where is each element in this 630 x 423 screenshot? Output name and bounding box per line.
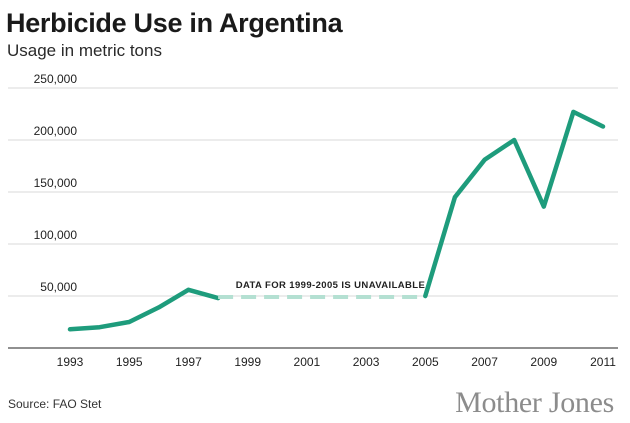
x-tick-label: 2005 (412, 355, 439, 369)
x-tick-label: 2003 (353, 355, 380, 369)
y-tick-label: 100,000 (34, 228, 78, 242)
series-line (67, 287, 221, 332)
x-tick-label: 1997 (175, 355, 202, 369)
x-tick-label: 2009 (530, 355, 557, 369)
chart-title: Herbicide Use in Argentina (6, 8, 343, 38)
brand-logo: Mother Jones (455, 386, 614, 419)
x-tick-label: 2011 (590, 355, 616, 369)
x-tick-label: 2001 (294, 355, 321, 369)
annotation-label: DATA FOR 1999-2005 IS UNAVAILABLE (236, 280, 426, 291)
series-line (423, 109, 606, 299)
y-tick-label: 200,000 (34, 124, 78, 138)
x-tick-label: 2007 (471, 355, 498, 369)
series-lines (67, 109, 606, 332)
y-tick-label: 150,000 (34, 176, 78, 190)
x-axis-tick-labels: 1993 1995 1997 1999 2001 2003 2005 2007 2009 2011 (57, 355, 617, 369)
y-tick-label: 50,000 (40, 280, 77, 294)
x-tick-label: 1995 (116, 355, 143, 369)
x-tick-label: 1993 (57, 355, 84, 369)
gridlines (8, 87, 618, 349)
source-note: Source: FAO Stet (8, 397, 102, 411)
x-tick-label: 1999 (234, 355, 261, 369)
y-tick-label: 250,000 (34, 72, 78, 86)
y-axis-tick-labels: 50,000 100,000 150,000 200,000 250,000 (34, 72, 78, 294)
chart-subtitle: Usage in metric tons (7, 41, 162, 60)
